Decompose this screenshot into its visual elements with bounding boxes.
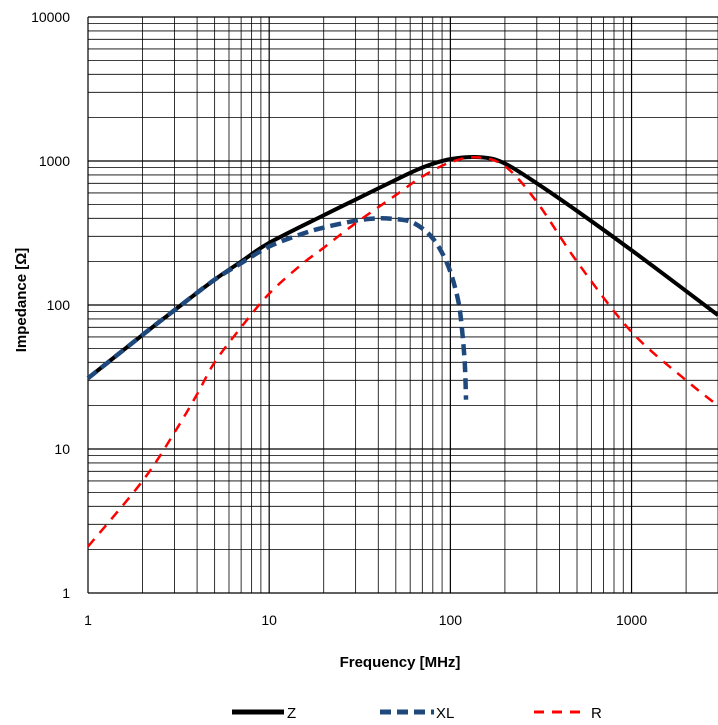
legend-item-xl: XL (380, 705, 454, 722)
series-layer (86, 155, 718, 548)
y-axis-ticks: 1 10 100 1000 10000 (31, 9, 70, 601)
series-line-xl (86, 215, 469, 400)
x-axis-label: Frequency [MHz] (340, 654, 461, 671)
legend: Z XL R (232, 705, 602, 722)
y-tick-label: 1 (62, 585, 70, 601)
series-line-r (87, 156, 718, 548)
y-tick-label: 10000 (31, 9, 70, 25)
legend-label-z: Z (287, 705, 296, 722)
legend-item-r: R (534, 705, 602, 722)
y-tick-label: 10 (54, 441, 70, 457)
y-axis-label: Impedance [Ω] (13, 248, 30, 353)
legend-item-z: Z (232, 705, 296, 722)
x-tick-label: 1000 (616, 612, 647, 628)
x-axis-ticks: 1 10 100 1000 (84, 612, 647, 628)
y-tick-label: 100 (47, 297, 71, 313)
x-tick-label: 10 (261, 612, 277, 628)
y-tick-label: 1000 (39, 153, 70, 169)
x-tick-label: 1 (84, 612, 92, 628)
legend-label-r: R (591, 705, 602, 722)
legend-label-xl: XL (436, 705, 454, 722)
x-tick-label: 100 (439, 612, 463, 628)
